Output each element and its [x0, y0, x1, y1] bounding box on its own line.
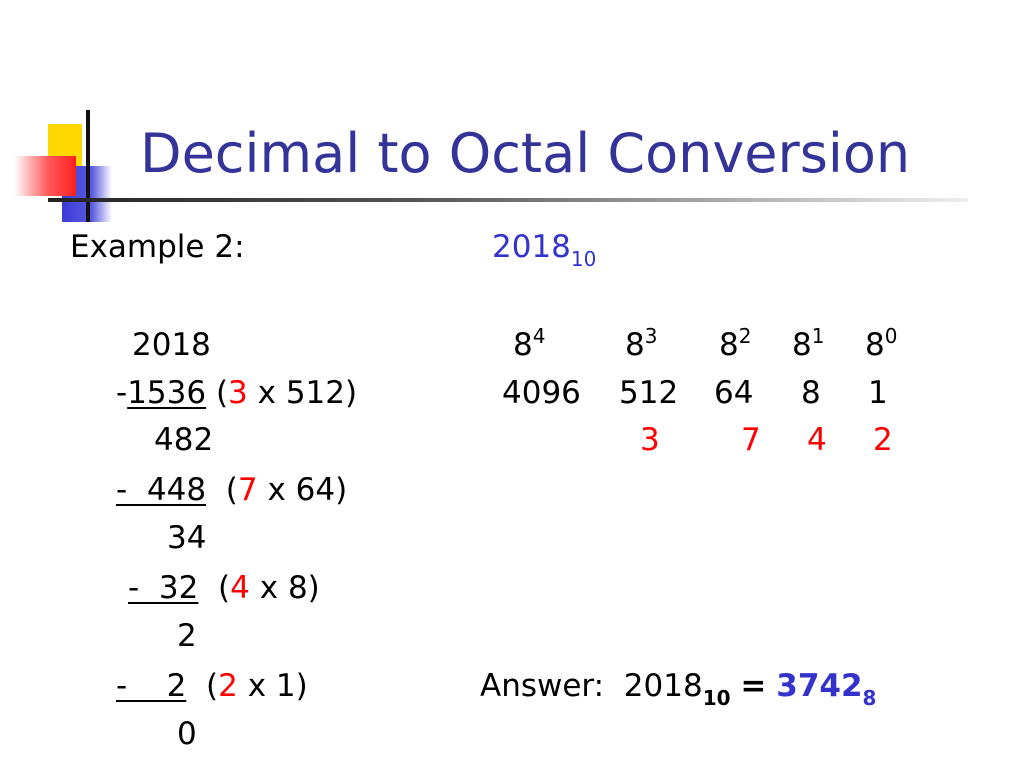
octal-digit-4: 4 [807, 422, 827, 458]
power-value-8: 8 [801, 375, 821, 411]
step-subtract-4: - 2 (2 x 1) [116, 671, 308, 702]
step-final-remainder: 0 [177, 716, 197, 752]
power-8-1: 81 [792, 326, 824, 363]
paren-open: ( [186, 668, 219, 704]
example-number-base: 10 [570, 247, 597, 271]
subtrahend: - 448 [116, 472, 207, 508]
power-value-1: 1 [868, 375, 888, 411]
step-subtract-3: - 32 (4 x 8) [128, 573, 320, 604]
power-exponent: 2 [738, 324, 752, 348]
example-label: Example 2: [70, 229, 245, 265]
power-base: 8 [792, 327, 812, 363]
octal-digit-3: 3 [640, 422, 660, 458]
multiplier: x 1) [237, 668, 308, 704]
paren-open: ( [206, 472, 238, 508]
power-base: 8 [513, 327, 533, 363]
power-8-2: 82 [719, 326, 751, 363]
minus-sign: - [116, 375, 128, 411]
multiplier: x 512) [247, 375, 358, 411]
decor-vertical-line [86, 110, 90, 222]
step-remainder-3: 2 [177, 618, 197, 654]
answer-octal: 3742 [776, 668, 863, 704]
power-exponent: 3 [644, 324, 658, 348]
slide-title: Decimal to Octal Conversion [140, 122, 911, 185]
answer-label: Answer: [480, 668, 605, 704]
subtrahend: - 32 [128, 570, 199, 606]
quotient-digit: 2 [218, 668, 238, 704]
step-dividend: 2018 [132, 327, 211, 363]
octal-digit-2: 2 [873, 422, 893, 458]
step-subtract-2: - 448 (7 x 64) [116, 475, 347, 506]
power-8-4: 84 [513, 326, 545, 363]
subtrahend: - 2 [116, 668, 187, 704]
paren-open: ( [198, 570, 231, 606]
answer-equals: = [740, 668, 767, 704]
quotient-digit: 7 [237, 472, 258, 508]
answer-decimal: 2018 [623, 668, 703, 704]
power-value-512: 512 [619, 375, 679, 411]
quotient-digit: 4 [230, 570, 250, 606]
step-remainder-1: 482 [154, 422, 214, 458]
power-base: 8 [865, 327, 885, 363]
power-value-64: 64 [714, 375, 754, 411]
title-underline [48, 198, 968, 202]
step-subtract-1: -1536 (3 x 512) [116, 378, 357, 409]
quotient-digit: 3 [228, 375, 248, 411]
step-remainder-2: 34 [167, 520, 207, 556]
power-base: 8 [719, 327, 739, 363]
power-exponent: 0 [884, 324, 898, 348]
decor-red-square [14, 156, 76, 196]
power-8-3: 83 [625, 326, 657, 363]
power-exponent: 1 [811, 324, 825, 348]
example-number: 201810 [492, 229, 596, 270]
answer-octal-base: 8 [862, 686, 877, 710]
multiplier: x 64) [257, 472, 348, 508]
paren-open: ( [206, 375, 229, 411]
multiplier: x 8) [249, 570, 320, 606]
octal-digit-7: 7 [741, 422, 761, 458]
power-value-4096: 4096 [502, 375, 581, 411]
example-number-value: 2018 [492, 229, 571, 265]
power-exponent: 4 [532, 324, 546, 348]
power-base: 8 [625, 327, 645, 363]
subtrahend: 1536 [127, 375, 207, 411]
power-8-0: 80 [865, 326, 897, 363]
answer-decimal-base: 10 [702, 686, 731, 710]
answer-line: Answer: 201810 = 37428 [480, 668, 876, 709]
